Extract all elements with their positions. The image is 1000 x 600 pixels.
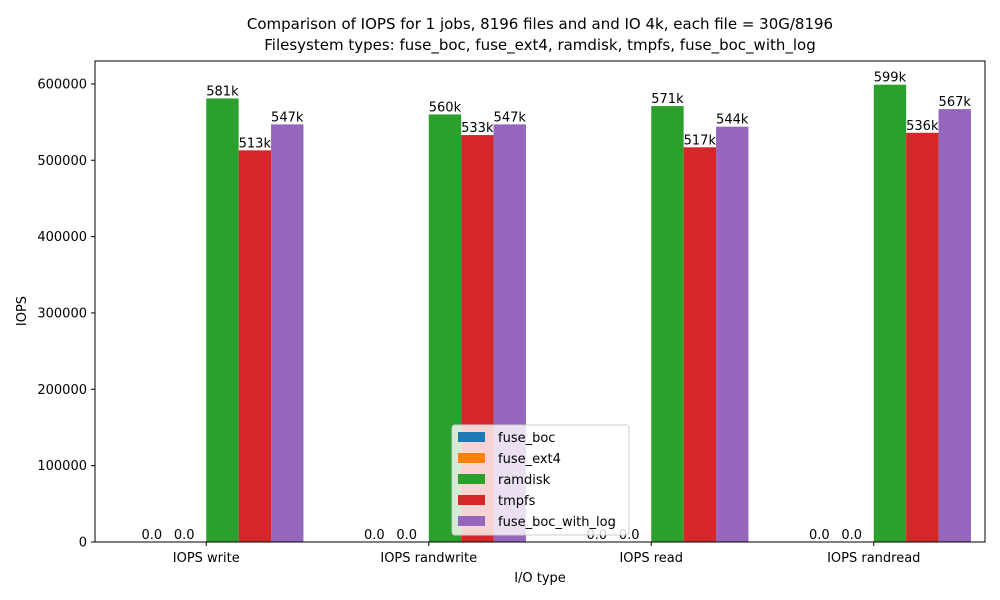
bar-label: 571k	[651, 92, 684, 107]
bar-ramdisk-2	[651, 106, 684, 543]
bar-labels-layer: 0.00.00.00.00.00.00.00.0581k560k571k599k…	[141, 71, 971, 543]
x-tick-label: IOPS write	[173, 551, 240, 566]
legend-entry: fuse_ext4	[498, 452, 561, 467]
bar-fuse_boc_with_log-3	[938, 109, 971, 542]
bar-label: 517k	[684, 133, 717, 148]
legend-entry: fuse_boc_with_log	[498, 515, 616, 530]
y-tick-label: 600000	[37, 77, 87, 92]
bar-fuse_boc_with_log-0	[271, 124, 304, 542]
legend-swatch-fuse_boc	[458, 432, 485, 442]
bar-label: 599k	[874, 71, 907, 86]
y-tick-label: 200000	[37, 383, 87, 398]
x-tick-label: IOPS randwrite	[380, 551, 477, 566]
bar-label: 567k	[939, 95, 972, 110]
legend-frame	[451, 424, 630, 536]
bar-label: 547k	[271, 110, 304, 125]
legend-entry: tmpfs	[498, 494, 536, 509]
legend-swatch-tmpfs	[458, 495, 485, 505]
bar-label: 533k	[461, 121, 494, 136]
legend-entry: ramdisk	[498, 473, 551, 488]
bar-tmpfs-2	[683, 147, 717, 542]
bar-label: 0.0	[364, 528, 385, 543]
x-axis-label: I/O type	[514, 571, 566, 586]
bar-label: 0.0	[396, 528, 417, 543]
bar-label: 560k	[429, 100, 462, 115]
bar-label: 536k	[906, 119, 939, 134]
bar-ramdisk-3	[873, 84, 907, 543]
plot-frame	[94, 60, 986, 543]
legend-swatch-ramdisk	[458, 474, 485, 484]
y-tick-label: 400000	[37, 230, 87, 245]
bar-label: 0.0	[174, 528, 195, 543]
x-tick-label: IOPS randread	[827, 551, 920, 566]
chart-subtitle: Filesystem types: fuse_boc, fuse_ext4, r…	[264, 36, 816, 55]
bar-label: 0.0	[809, 528, 830, 543]
bar-tmpfs-0	[238, 150, 272, 543]
legend-entry: fuse_boc	[498, 431, 555, 446]
bar-ramdisk-0	[206, 98, 239, 543]
bar-fuse_boc_with_log-2	[716, 126, 749, 543]
y-tick-label: 500000	[37, 154, 87, 169]
bar-label: 0.0	[141, 528, 162, 543]
bar-label: 544k	[716, 113, 749, 128]
y-tick-label: 100000	[37, 459, 87, 474]
chart-title: Comparison of IOPS for 1 jobs, 8196 file…	[247, 15, 833, 33]
bar-label: 0.0	[841, 528, 862, 543]
legend-swatch-fuse_ext4	[458, 453, 485, 463]
bar-label: 581k	[206, 84, 239, 99]
y-axis-label: IOPS	[15, 296, 30, 326]
bar-label: 513k	[239, 136, 272, 151]
legend-swatch-fuse_boc_with_log	[458, 516, 485, 526]
bar-tmpfs-3	[906, 132, 939, 542]
bar-label: 547k	[494, 110, 527, 125]
y-tick-label: 300000	[37, 306, 87, 321]
axes-layer: 0 100000 200000 300000 400000 500000 600000 IOP…	[37, 60, 986, 566]
x-tick-label: IOPS read	[619, 551, 683, 566]
y-tick-label: 0	[79, 536, 87, 551]
